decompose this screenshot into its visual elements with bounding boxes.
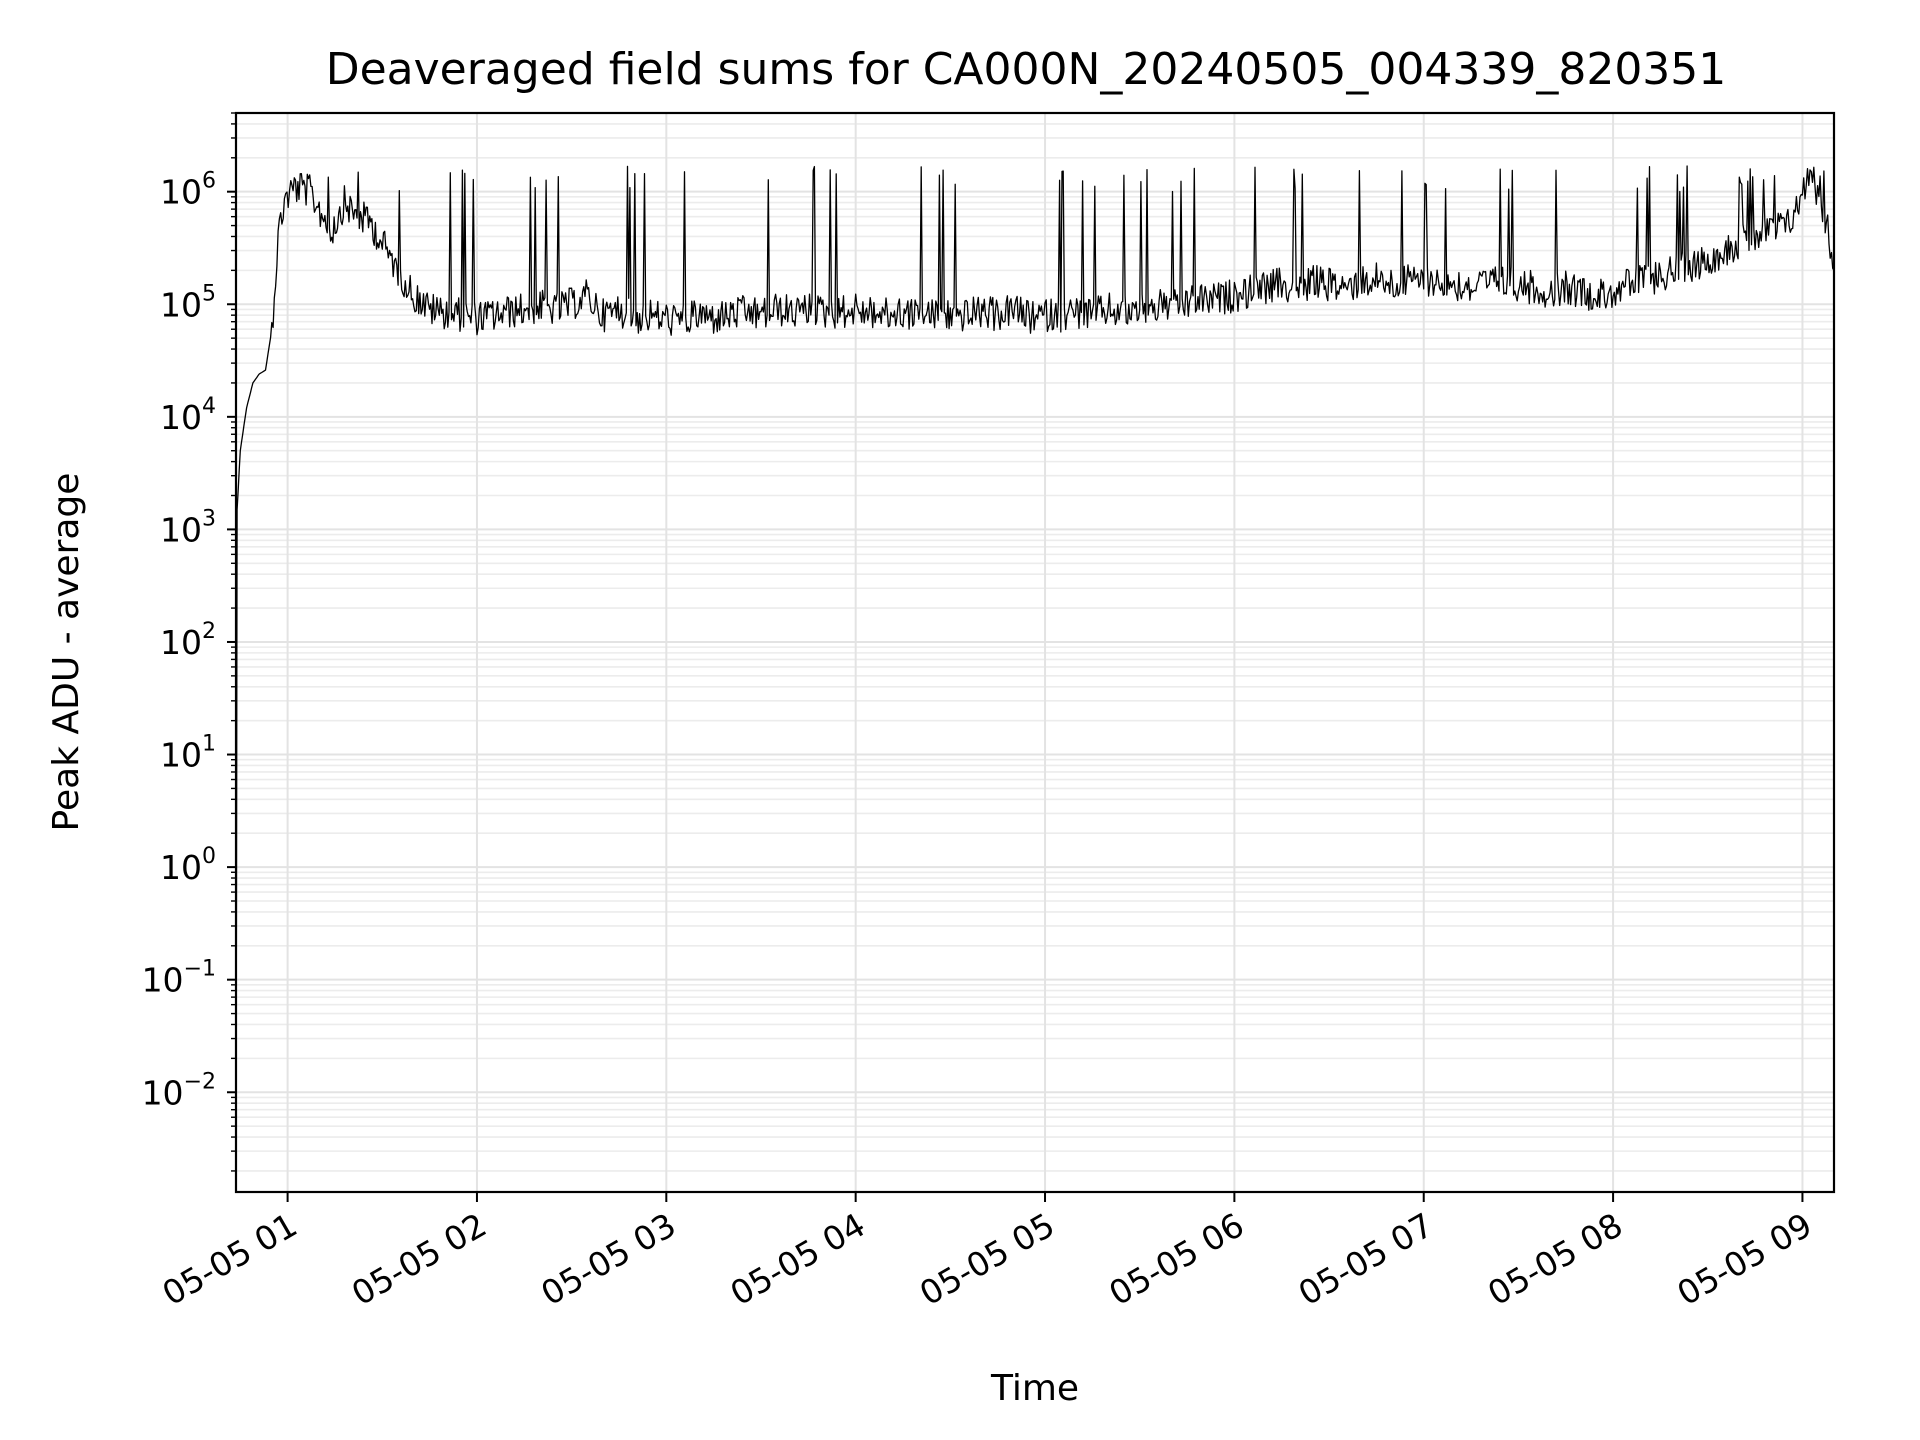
x-tick-label: 05-05 09: [1670, 1205, 1818, 1313]
y-tick-label: 100: [160, 844, 216, 887]
x-tick-label: 05-05 02: [345, 1205, 493, 1313]
x-axis-label: Time: [990, 1368, 1079, 1409]
y-axis-tick-labels: 106 105 104 103 102 101 100 10−1 10−2: [142, 169, 216, 1113]
x-tick-label: 05-05 06: [1102, 1205, 1250, 1313]
axis-ticks: [227, 112, 1804, 1202]
y-tick-label: 104: [160, 394, 216, 437]
x-tick-label: 05-05 03: [534, 1205, 682, 1313]
chart-title: Deaveraged field sums for CA000N_2024050…: [326, 44, 1727, 95]
series-line: [235, 165, 1835, 1171]
y-tick-label: 103: [160, 506, 216, 549]
y-tick-label: 106: [160, 169, 216, 212]
y-tick-label: 105: [160, 281, 216, 324]
x-tick-label: 05-05 01: [156, 1205, 304, 1313]
y-axis-label: Peak ADU - average: [46, 473, 87, 832]
x-axis-tick-labels: 05-05 01 05-05 02 05-05 03 05-05 04 05-05 05…: [156, 1205, 1819, 1313]
y-tick-label: 10−1: [142, 957, 216, 1000]
y-tick-label: 101: [160, 732, 216, 775]
y-tick-label: 10−2: [142, 1069, 216, 1112]
x-tick-label: 05-05 05: [913, 1205, 1061, 1313]
x-tick-label: 05-05 04: [724, 1205, 872, 1313]
x-tick-label: 05-05 08: [1481, 1205, 1629, 1313]
x-tick-label: 05-05 07: [1292, 1205, 1440, 1313]
grid: [236, 112, 1834, 1192]
series-layer: [235, 165, 1835, 1171]
y-tick-label: 102: [160, 619, 216, 662]
